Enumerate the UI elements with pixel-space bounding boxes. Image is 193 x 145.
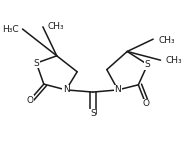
Text: O: O [26, 96, 33, 105]
Text: CH₃: CH₃ [48, 22, 64, 31]
Text: S: S [145, 60, 151, 69]
Text: S: S [90, 109, 96, 118]
Text: CH₃: CH₃ [166, 56, 182, 65]
Text: CH₃: CH₃ [158, 36, 175, 45]
Text: N: N [63, 85, 69, 94]
Text: H₃C: H₃C [2, 25, 19, 33]
Text: O: O [142, 99, 149, 108]
Text: N: N [115, 85, 121, 94]
Text: S: S [34, 59, 39, 68]
